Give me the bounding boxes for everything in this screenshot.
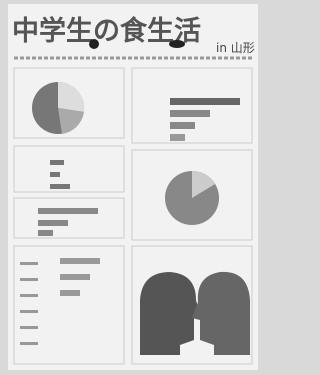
decor-dot bbox=[169, 40, 185, 48]
bar-decor bbox=[50, 184, 70, 189]
bar-decor bbox=[38, 230, 53, 236]
bar-decor bbox=[170, 122, 195, 129]
bar-decor bbox=[38, 220, 68, 226]
bar-decor bbox=[170, 134, 185, 141]
bar-decor bbox=[170, 98, 240, 105]
decor-dot bbox=[89, 39, 99, 49]
bar-decor bbox=[38, 208, 98, 214]
poster: 中学生の食生活 in 山形 bbox=[0, 0, 265, 375]
bar-decor bbox=[50, 172, 60, 177]
bar-decor bbox=[170, 110, 210, 117]
bar-decor bbox=[50, 160, 64, 165]
location: in 山形 bbox=[216, 41, 255, 55]
page: 中学生の食生活 in 山形 (() => { const data = JSON… bbox=[0, 0, 265, 375]
